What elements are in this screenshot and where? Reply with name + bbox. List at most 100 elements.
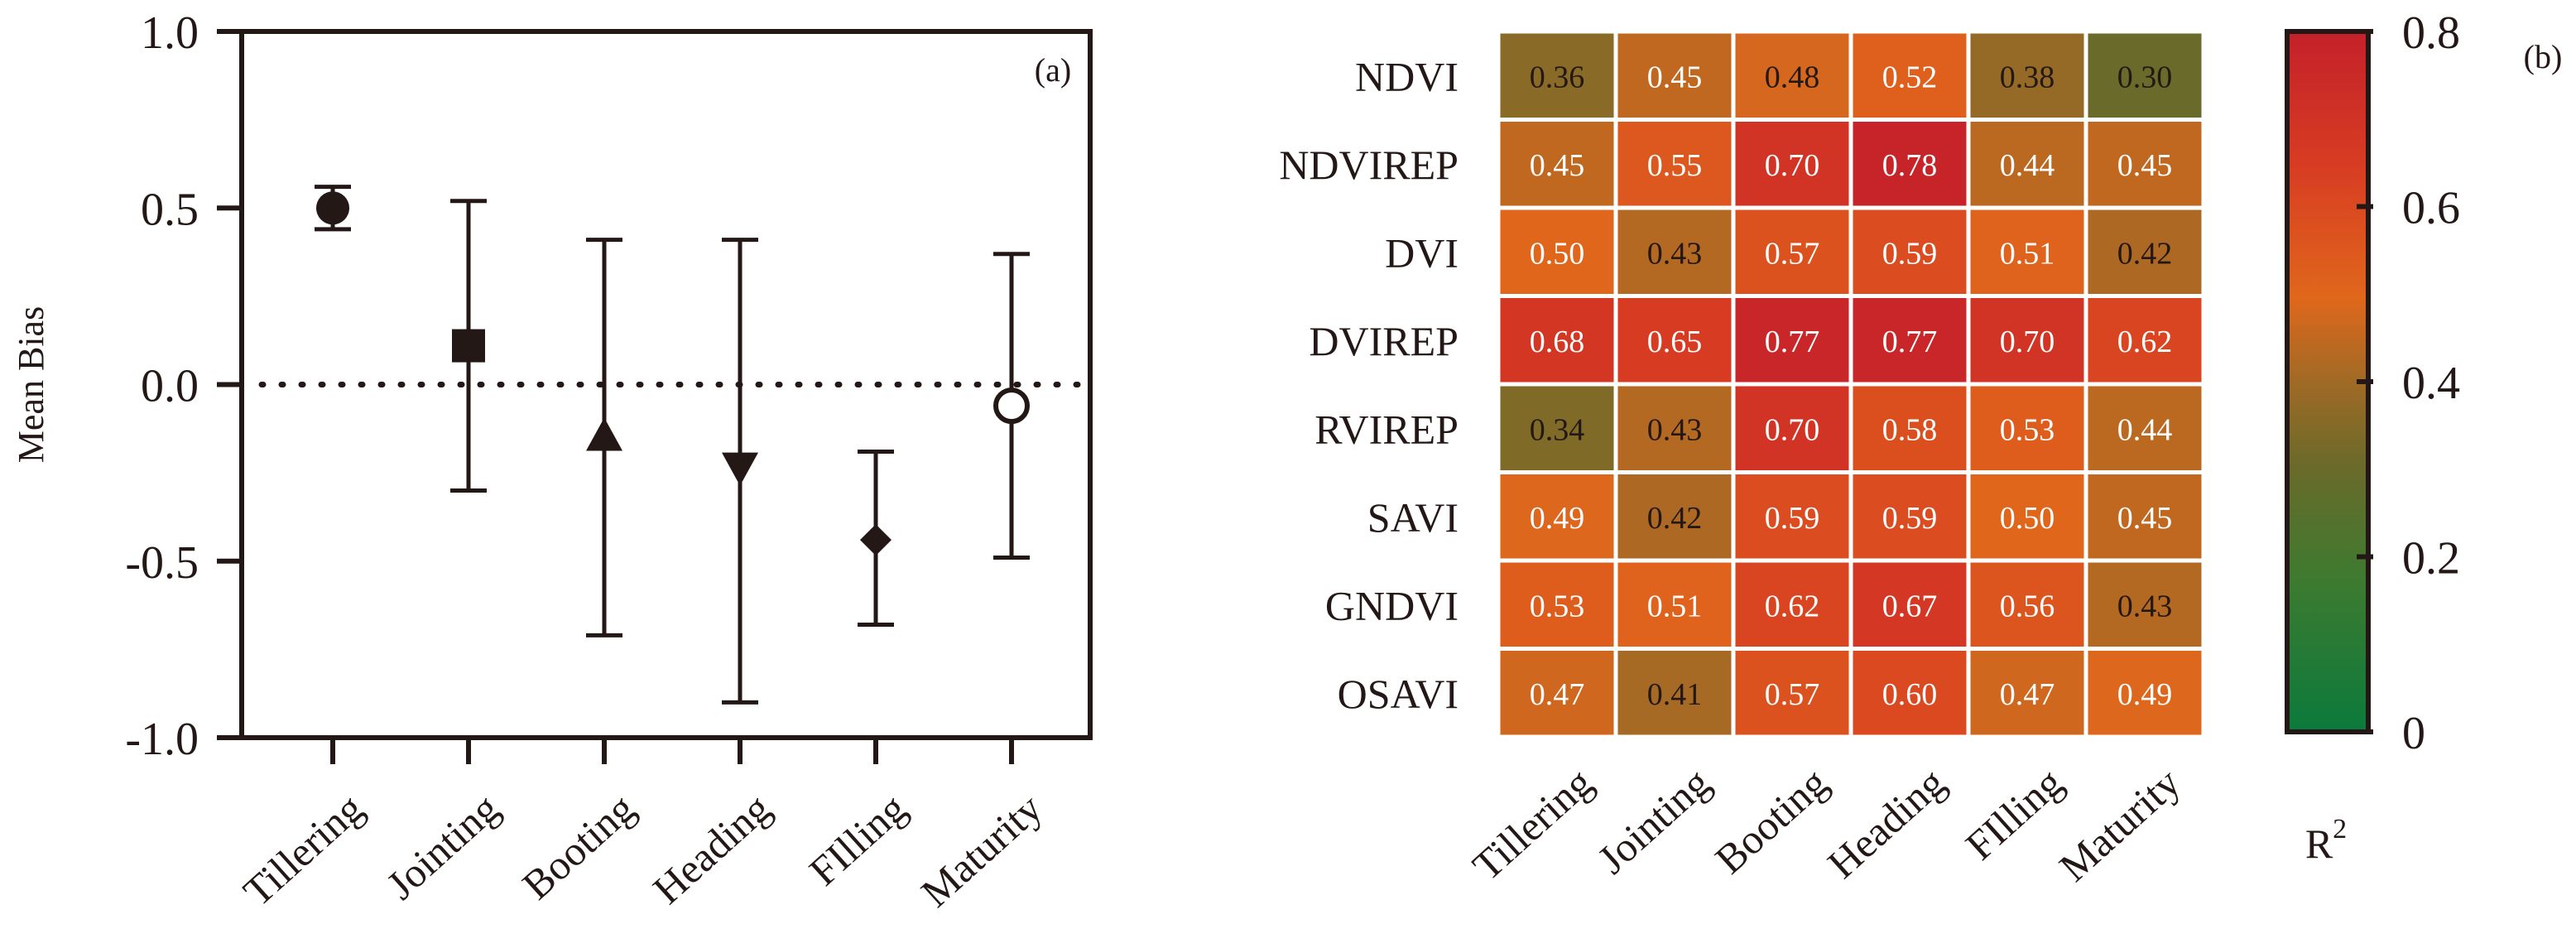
heatmap-cell (1731, 470, 1853, 563)
cell-value-label: 0.70 (1765, 148, 1820, 183)
panel-label-b: (b) (2524, 38, 2563, 75)
heatmap-cell (1848, 294, 1971, 387)
cell-value-label: 0.43 (2117, 589, 2173, 623)
cell-value-label: 0.53 (1530, 589, 1585, 623)
colorbar-label: R2 (2305, 814, 2347, 867)
cell-value-label: 0.78 (1882, 148, 1938, 183)
heatmap-cell (1966, 647, 2088, 739)
cell-value-label: 0.60 (1882, 677, 1938, 712)
column-label-maturity: Maturity (2050, 759, 2189, 891)
cell-value-label: 0.43 (1647, 412, 1703, 447)
cell-value-label: 0.42 (2117, 236, 2173, 271)
marker-circle-open (993, 387, 1030, 425)
row-label-savi: SAVI (1367, 494, 1459, 541)
cell-value-label: 0.59 (1882, 236, 1938, 271)
column-label-booting: Booting (1706, 759, 1836, 883)
heatmap-cell (2083, 118, 2206, 210)
cell-value-label: 0.38 (2000, 60, 2055, 94)
cell-value-label: 0.30 (2117, 60, 2173, 94)
cell-value-label: 0.50 (2000, 501, 2055, 536)
heatmap-cell (1731, 29, 1853, 122)
plot-frame (239, 29, 1093, 740)
cell-value-label: 0.45 (1647, 60, 1703, 94)
cell-value-label: 0.62 (1765, 589, 1820, 623)
y-tick-label: -1.0 (125, 714, 199, 765)
x-tick-label-filling: FIlling (800, 785, 916, 895)
row-label-osavi: OSAVI (1338, 671, 1459, 717)
cell-value-label: 0.52 (1882, 60, 1938, 94)
heatmap-cell (1848, 647, 1971, 739)
cell-value-label: 0.47 (1530, 677, 1585, 712)
cell-value-label: 0.58 (1882, 412, 1938, 447)
heatmap-cell (1848, 470, 1971, 563)
colorbar-tick-label: 0 (2402, 708, 2425, 759)
cell-value-label: 0.41 (1647, 677, 1703, 712)
cell-value-label: 0.57 (1765, 236, 1820, 271)
cell-value-label: 0.47 (2000, 677, 2055, 712)
heatmap-cell (2083, 29, 2206, 122)
cell-value-label: 0.56 (2000, 589, 2055, 623)
row-label-dvi: DVI (1385, 229, 1459, 276)
data-point-maturity (993, 252, 1030, 560)
heatmap-cell (1496, 470, 1618, 563)
y-tick-label: 0.0 (141, 361, 199, 412)
cell-value-label: 0.70 (2000, 325, 2055, 359)
row-label-ndvirep: NDVIREP (1279, 142, 1459, 188)
heatmap-cell (1848, 382, 1971, 474)
cell-value-label: 0.45 (1530, 148, 1585, 183)
cell-value-label: 0.45 (2117, 501, 2173, 536)
cell-value-label: 0.70 (1765, 412, 1820, 447)
x-tick-label-booting: Booting (513, 785, 643, 908)
cell-value-label: 0.55 (1647, 148, 1703, 183)
cell-value-label: 0.49 (1530, 501, 1585, 536)
colorbar-tick-label: 0.2 (2402, 533, 2460, 585)
heatmap-cell (2083, 205, 2206, 298)
cell-value-label: 0.62 (2117, 325, 2173, 359)
heatmap-cell (1848, 205, 1971, 298)
cell-value-label: 0.42 (1647, 501, 1703, 536)
heatmap-cell (2083, 647, 2206, 739)
heatmap-cell (1966, 382, 2088, 474)
row-label-gndvi: GNDVI (1325, 582, 1459, 628)
cell-value-label: 0.77 (1765, 325, 1820, 359)
cell-value-label: 0.59 (1765, 501, 1820, 536)
y-tick-label: -0.5 (125, 537, 199, 589)
row-label-dvirep: DVIREP (1309, 318, 1459, 364)
heatmap-cell (2083, 558, 2206, 651)
cell-value-label: 0.49 (2117, 677, 2173, 712)
cell-value-label: 0.68 (1530, 325, 1585, 359)
marker-triangle-down (722, 452, 758, 486)
heatmap-cell (2083, 294, 2206, 387)
panel-a-mean-bias: 1.0 0.5 0.0 -0.5 -1.0 Mean Bias (a) Tillering Jo… (11, 7, 1093, 917)
data-point-tillering (315, 185, 351, 232)
cell-value-label: 0.36 (1530, 60, 1585, 94)
cell-value-label: 0.67 (1882, 589, 1938, 623)
marker-diamond (860, 524, 892, 556)
heatmap-cell (1966, 29, 2088, 122)
marker-square (452, 329, 485, 363)
cell-value-label: 0.50 (1530, 236, 1585, 271)
cell-value-label: 0.77 (1882, 325, 1938, 359)
x-tick-label-maturity: Maturity (912, 785, 1051, 917)
row-label-rvirep: RVIREP (1314, 406, 1459, 452)
heatmap-cell (1613, 647, 1736, 739)
cell-value-label: 0.57 (1765, 677, 1820, 712)
x-tick-label-jointing: Jointing (377, 785, 507, 908)
data-point-filling (858, 450, 894, 628)
cell-value-label: 0.51 (2000, 236, 2055, 271)
y-axis-label: Mean Bias (11, 306, 51, 463)
data-point-booting (586, 238, 622, 637)
column-label-jointing: Jointing (1588, 759, 1718, 883)
colorbar-label-superscript: 2 (2333, 814, 2347, 844)
heatmap-cell (2083, 470, 2206, 563)
heatmap-cell (2083, 382, 2206, 474)
cell-value-label: 0.53 (2000, 412, 2055, 447)
colorbar-tick-label: 0.6 (2402, 183, 2460, 234)
marker-circle (316, 191, 349, 225)
heatmap-cell (1613, 558, 1736, 651)
column-label-tillering: Tillering (1463, 759, 1601, 890)
row-label-ndvi: NDVI (1355, 53, 1459, 99)
heatmap-cell (1496, 205, 1618, 298)
colorbar-label-main: R (2305, 820, 2333, 867)
